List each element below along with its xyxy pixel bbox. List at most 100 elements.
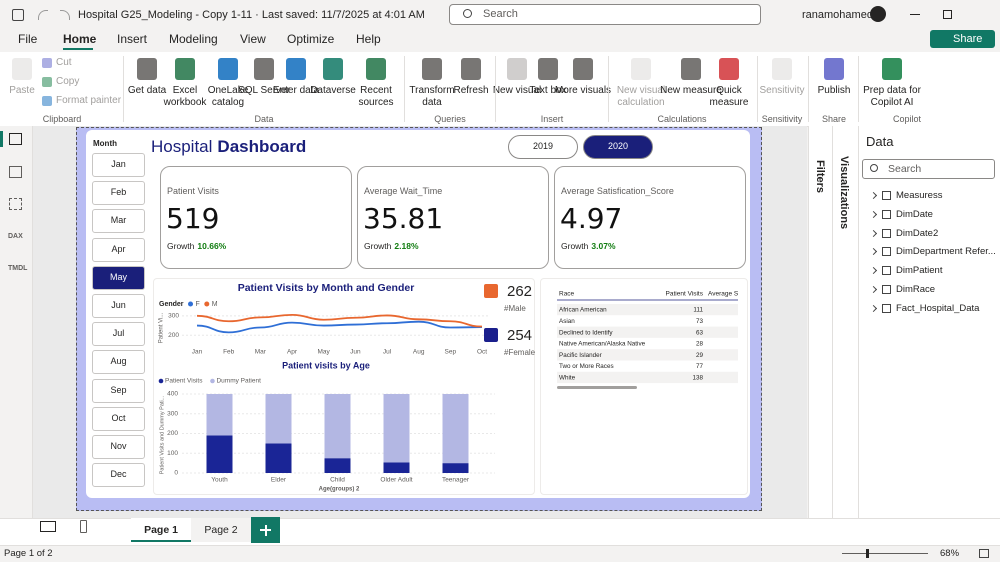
ribbon-button[interactable]: Quick measure [709,85,749,108]
month-button[interactable] [92,435,145,459]
month-button[interactable] [92,322,145,347]
fit-page-icon[interactable] [979,549,989,558]
ribbon-button[interactable]: Get data [127,85,167,96]
desktop-view-icon[interactable] [40,521,56,532]
visualizations-label[interactable]: Visualizations [838,156,850,230]
table-view-icon[interactable] [9,166,22,178]
year-button[interactable] [583,135,653,159]
menu-tab[interactable]: Help [356,32,381,46]
ribbon-separator [858,56,859,122]
ribbon-button[interactable]: Cut [56,57,72,68]
field-table[interactable]: DimDate [896,208,933,220]
month-label: Jul [112,328,125,339]
mobile-view-icon[interactable] [80,520,87,533]
kpi-card [357,166,549,269]
field-table[interactable]: DimDepartment Refer... [896,246,996,258]
data-pane [858,126,1000,518]
redo-icon[interactable] [60,10,70,20]
user-avatar[interactable] [870,6,886,22]
view-label[interactable]: TMDL [8,265,28,272]
save-icon[interactable] [12,9,24,21]
month-label: Sep [110,384,127,395]
page-tab[interactable] [131,518,191,542]
ribbon-icon [631,58,651,80]
model-view-icon[interactable] [9,198,22,210]
share-button[interactable] [930,30,995,48]
ribbon-button[interactable]: Copy [56,76,80,87]
search-box[interactable] [449,4,761,25]
menu-tab[interactable]: Insert [117,32,148,46]
month-button[interactable] [92,294,145,318]
ribbon-button[interactable]: New visual calculation [616,85,666,108]
ribbon-icon [422,58,442,80]
month-button[interactable] [92,463,145,488]
table-icon [882,247,891,257]
ribbon-button[interactable]: Refresh [453,85,489,96]
month-button[interactable] [92,265,145,290]
maximize-button[interactable] [943,10,952,19]
ribbon-button[interactable]: Text box [529,85,567,96]
ribbon-button[interactable]: Dataverse [310,85,356,96]
ribbon-group-label: Calculations [657,114,707,124]
field-table[interactable]: Fact_Hospital_Data [896,302,980,314]
month-button[interactable] [92,406,145,431]
ribbon-separator [123,56,124,122]
menu-tab[interactable]: View [240,32,266,46]
ribbon-icon [42,96,52,106]
zoom-slider[interactable] [842,553,928,554]
ribbon-group-label: Insert [540,114,564,124]
data-search-box[interactable] [862,159,995,179]
menu-tab[interactable]: Modeling [169,32,218,46]
menu-tab[interactable]: Home [63,32,97,46]
filters-label[interactable]: Filters [814,160,826,194]
field-table[interactable]: DimPatient [896,265,943,277]
kpi-growth: 3.07% [591,241,616,251]
ribbon-button[interactable]: Sensitivity [759,85,805,96]
field-table[interactable]: DimDate2 [896,227,939,239]
kpi-card [554,166,746,269]
table-icon [882,285,891,294]
ribbon-button[interactable]: SQL Server [238,85,290,96]
table-icon [882,191,891,200]
field-table[interactable]: DimRace [896,284,936,295]
menu-tab[interactable]: File [18,32,38,46]
ribbon-button[interactable]: Paste [9,85,35,96]
month-button[interactable] [92,153,145,177]
data-search-placeholder: Search [888,163,922,175]
ribbon-icon [323,58,343,80]
page-tab[interactable] [191,518,251,542]
lower-left-panel [153,278,535,495]
ribbon-button[interactable]: New measure [660,85,722,96]
ribbon-button[interactable]: More visuals [554,85,612,96]
ribbon-button[interactable]: Recent sources [358,85,394,108]
ribbon-button[interactable]: Publish [817,85,851,96]
file-title[interactable]: Hospital G25_Modeling - Copy 1-11 · Last… [78,9,425,21]
month-button[interactable] [92,378,145,403]
slicer-label: Month [93,139,117,148]
ribbon-button[interactable]: Prep data for Copilot AI [863,85,921,108]
ribbon-button[interactable]: Enter data [272,85,320,96]
view-label[interactable]: DAX [8,233,23,240]
menu-tab[interactable]: Optimize [287,32,335,46]
field-table[interactable]: Measuress [896,190,943,201]
ribbon-button[interactable]: OneLake catalog [207,85,249,108]
month-button[interactable] [92,209,145,234]
ribbon-button[interactable]: Format painter [56,95,122,106]
ribbon-separator [757,56,758,122]
report-view-icon[interactable] [9,133,22,145]
month-label: Feb [110,187,127,198]
user-name: ranamohamed [802,9,873,21]
minimize-button[interactable] [910,14,920,15]
year-button[interactable] [508,135,578,159]
ribbon-button[interactable]: Transform data [409,85,455,108]
ribbon-button[interactable]: New visual [492,85,542,96]
ribbon-button[interactable]: Excel workbook [163,85,207,108]
month-button[interactable] [92,350,145,375]
undo-icon[interactable] [38,10,48,20]
zoom-thumb[interactable] [866,549,869,558]
month-button[interactable] [92,237,145,262]
ribbon-icon [461,58,481,80]
search-icon [463,9,472,18]
month-button[interactable] [92,181,145,206]
